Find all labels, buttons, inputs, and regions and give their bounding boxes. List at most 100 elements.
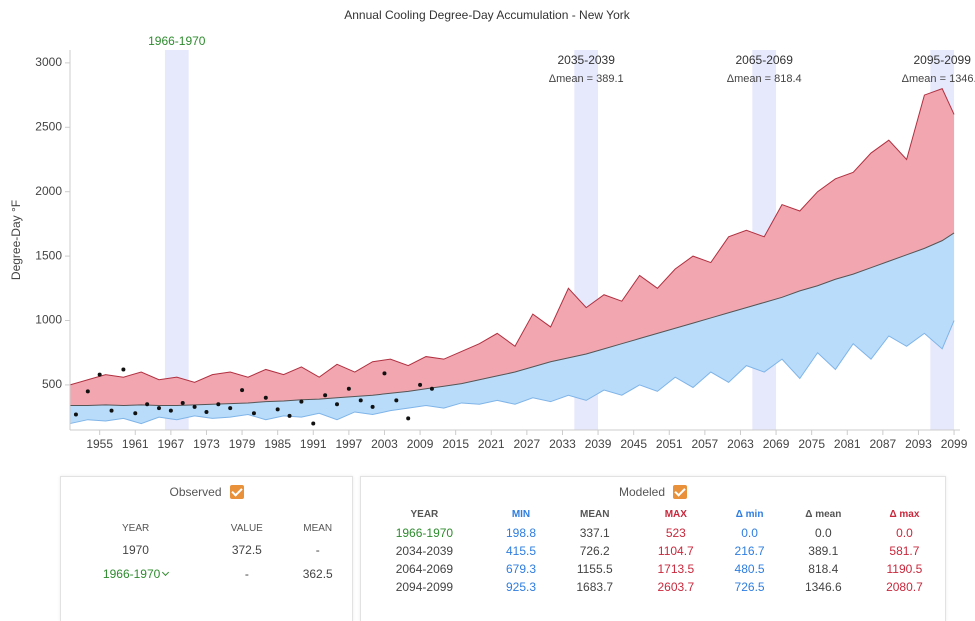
observed-point bbox=[418, 382, 423, 387]
observed-point bbox=[168, 408, 173, 413]
column-header: YEAR bbox=[122, 523, 150, 534]
x-tick-label: 2045 bbox=[620, 437, 647, 451]
table-row: 1966-1970 - 362.5 bbox=[61, 562, 352, 586]
observed-point bbox=[192, 404, 197, 409]
observed-point bbox=[121, 367, 126, 372]
cell-text: 0.0 bbox=[896, 526, 913, 540]
cell-text: 2080.7 bbox=[886, 580, 923, 594]
cell-text: 198.8 bbox=[505, 526, 536, 540]
period-note: Δmean = 389.1 bbox=[549, 73, 624, 85]
table-cell: 1104.7 bbox=[635, 542, 716, 560]
x-tick-label: 2087 bbox=[870, 437, 897, 451]
column-header: MAX bbox=[664, 509, 687, 520]
observed-point bbox=[406, 416, 411, 421]
modeled-table: YEAR MIN MEAN MAX Δ min Δ mean Δ max 1966-1970 1… bbox=[361, 505, 945, 596]
x-tick-label: 1979 bbox=[229, 437, 256, 451]
cell-text: 1966-1970 bbox=[395, 526, 454, 540]
table-cell: 337.1 bbox=[554, 524, 635, 542]
observed-point bbox=[240, 388, 245, 393]
dropdown-chevron[interactable] bbox=[162, 568, 170, 577]
cell-text: 2094-2099 bbox=[395, 580, 454, 594]
cell-text: 925.3 bbox=[505, 580, 536, 594]
column-header: Δ max bbox=[889, 509, 920, 520]
table-cell: 2080.7 bbox=[864, 578, 945, 596]
observed-point bbox=[216, 402, 221, 407]
modeled-panel: Modeled YEAR MIN MEAN MAX Δ min Δ mean Δ max 19… bbox=[360, 476, 946, 621]
checkbox[interactable] bbox=[673, 485, 688, 499]
cell-text: - bbox=[244, 567, 249, 581]
table-cell: 0.0 bbox=[783, 524, 864, 542]
observed-point bbox=[311, 421, 316, 426]
table-cell: 726.2 bbox=[554, 542, 635, 560]
y-tick-label: 1500 bbox=[35, 248, 62, 262]
table-cell: 726.5 bbox=[716, 578, 782, 596]
y-tick-label: 2000 bbox=[35, 184, 62, 198]
table-cell: 480.5 bbox=[716, 560, 782, 578]
x-tick-label: 1961 bbox=[122, 437, 149, 451]
observed-point bbox=[85, 389, 90, 394]
observed-point bbox=[157, 406, 161, 411]
cell-text: 818.4 bbox=[808, 562, 839, 576]
header-row: YEAR MIN MEAN MAX Δ min Δ mean Δ max bbox=[361, 505, 945, 524]
cell-text: 372.5 bbox=[231, 543, 262, 557]
cell-text: 0.0 bbox=[814, 526, 832, 540]
observed-point bbox=[299, 399, 304, 404]
table-cell: 216.7 bbox=[716, 542, 782, 560]
x-tick-label: 2069 bbox=[763, 437, 790, 451]
column-header: MEAN bbox=[303, 523, 333, 534]
table-cell: 2094-2099 bbox=[361, 578, 488, 596]
table-cell: 362.5 bbox=[283, 562, 352, 586]
column-header: Δ mean bbox=[805, 509, 842, 520]
cell-text: 480.5 bbox=[734, 562, 765, 576]
table-cell: 2034-2039 bbox=[361, 542, 488, 560]
cell-text: 2034-2039 bbox=[395, 544, 454, 558]
period-label: 2065-2069 bbox=[736, 53, 794, 67]
panel-title: Observed bbox=[169, 485, 222, 499]
observed-point bbox=[323, 393, 328, 398]
table-cell: 1713.5 bbox=[635, 560, 716, 578]
min-line bbox=[69, 320, 955, 425]
table-cell: 1966-1970 bbox=[361, 524, 488, 542]
x-tick-label: 2057 bbox=[692, 437, 719, 451]
cell-text: 2064-2069 bbox=[395, 562, 454, 576]
table-cell: 523 bbox=[635, 524, 716, 542]
table-cell: 925.3 bbox=[488, 578, 554, 596]
table-cell: - bbox=[210, 562, 283, 586]
table-cell: 372.5 bbox=[210, 538, 283, 562]
table-row: 2034-2039 415.5 726.2 1104.7 216.7 389.1 581.7 bbox=[361, 542, 945, 560]
x-tick-label: 1991 bbox=[300, 437, 327, 451]
table-row: 2064-2069 679.3 1155.5 1713.5 480.5 818.4 1190… bbox=[361, 560, 945, 578]
header-row: YEAR VALUE MEAN bbox=[61, 519, 352, 538]
x-tick-label: 2039 bbox=[585, 437, 612, 451]
x-tick-label: 2075 bbox=[798, 437, 825, 451]
cell-text: 1683.7 bbox=[576, 580, 614, 594]
table-cell: 679.3 bbox=[488, 560, 554, 578]
cell-text: 2603.7 bbox=[657, 580, 695, 594]
x-tick-label: 1973 bbox=[193, 437, 220, 451]
observed-point bbox=[429, 386, 434, 391]
table-cell: 1190.5 bbox=[864, 560, 945, 578]
cell-text: 1104.7 bbox=[657, 544, 694, 558]
cell-text: 337.1 bbox=[579, 526, 610, 540]
period-band bbox=[164, 50, 189, 430]
observed-point bbox=[251, 411, 256, 416]
cell-text: 523 bbox=[665, 526, 686, 540]
checkbox[interactable] bbox=[229, 485, 244, 499]
x-tick-label: 2099 bbox=[941, 437, 968, 451]
period-note: Δmean = 818.4 bbox=[727, 73, 802, 85]
column-header: VALUE bbox=[230, 523, 263, 534]
table-cell: 0.0 bbox=[716, 524, 782, 542]
observed-point bbox=[370, 404, 375, 409]
period-label: 2035-2039 bbox=[558, 53, 616, 67]
band-area bbox=[70, 88, 955, 406]
y-tick-label: 1000 bbox=[35, 313, 62, 327]
observed-point bbox=[358, 398, 363, 403]
cell-text: 1190.5 bbox=[886, 562, 923, 576]
observed-point bbox=[335, 402, 339, 407]
observed-point bbox=[145, 402, 150, 407]
max-line bbox=[69, 88, 955, 386]
observed-point bbox=[180, 400, 185, 405]
observed-table: YEAR VALUE MEAN 1970 372.5 - 1966-1970 - 362.5 bbox=[61, 519, 352, 586]
band-area bbox=[70, 232, 955, 424]
observed-point bbox=[109, 408, 114, 413]
